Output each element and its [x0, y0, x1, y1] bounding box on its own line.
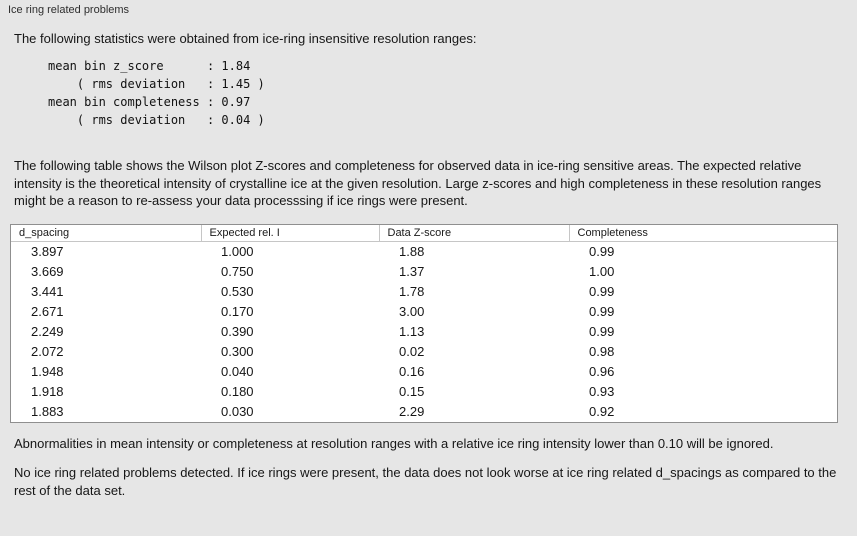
table-cell: 0.99 — [589, 244, 615, 260]
table-intro-text: The following table shows the Wilson plo… — [14, 158, 822, 208]
table-cell: 0.750 — [221, 264, 254, 279]
table-cell: 3.897 — [31, 244, 64, 260]
table-row[interactable]: 2.072 0.300 0.02 0.98 — [11, 342, 837, 362]
table-header-row: d_spacing Expected rel. I Data Z-score C… — [11, 224, 837, 242]
table-cell: 2.29 — [399, 404, 425, 419]
table-cell: 0.92 — [589, 404, 615, 419]
table-row[interactable]: 1.948 0.040 0.16 0.96 — [11, 362, 837, 382]
table-cell: 2.671 — [31, 304, 64, 319]
table-row[interactable]: 3.441 0.530 1.78 0.99 — [11, 282, 837, 302]
conclusion-text: No ice ring related problems detected. I… — [14, 465, 837, 498]
table-cell: 0.99 — [589, 324, 615, 339]
table-cell: 1.918 — [31, 384, 64, 399]
table-row[interactable]: 2.249 0.390 1.13 0.99 — [11, 322, 837, 342]
stat-line: ( rms deviation : 0.04 ) — [48, 113, 265, 127]
stat-line: mean bin completeness : 0.97 — [48, 95, 251, 109]
table-cell: 3.441 — [31, 284, 64, 299]
table-cell: 0.170 — [221, 304, 254, 319]
stat-line: mean bin z_score : 1.84 — [48, 59, 251, 73]
table-cell: 0.300 — [221, 344, 254, 359]
stats-block: mean bin z_score : 1.84 ( rms deviation … — [48, 57, 843, 129]
panel-content: The following statistics were obtained f… — [0, 31, 857, 499]
table-cell: 0.99 — [589, 304, 615, 319]
table-cell: 0.030 — [221, 404, 254, 419]
abnormalities-note: Abnormalities in mean intensity or compl… — [14, 435, 774, 451]
table-cell: 2.249 — [31, 324, 64, 339]
table-cell: 0.99 — [589, 284, 615, 299]
table-cell: 0.98 — [589, 344, 615, 359]
column-header-data-z-score[interactable]: Data Z-score — [379, 224, 570, 242]
ice-ring-table: d_spacing Expected rel. I Data Z-score C… — [10, 223, 838, 423]
table-row[interactable]: 1.883 0.030 2.29 0.92 — [11, 402, 837, 422]
stat-line: ( rms deviation : 1.45 ) — [48, 77, 265, 91]
table-cell: 1.13 — [399, 324, 425, 339]
table-cell: 0.16 — [399, 364, 425, 379]
table-cell: 0.02 — [399, 344, 425, 359]
column-header-d-spacing[interactable]: d_spacing — [11, 224, 202, 242]
column-header-completeness[interactable]: Completeness — [569, 224, 837, 242]
table-cell: 0.93 — [589, 384, 615, 399]
intro-text: The following statistics were obtained f… — [14, 31, 477, 46]
table-row[interactable]: 2.671 0.170 3.00 0.99 — [11, 302, 837, 322]
table-cell: 1.00 — [589, 264, 615, 279]
table-cell: 0.530 — [221, 284, 254, 299]
table-cell: 1.883 — [31, 404, 64, 419]
table-cell: 1.000 — [221, 244, 254, 260]
table-cell: 1.88 — [399, 244, 425, 260]
table-cell: 3.00 — [399, 304, 425, 319]
column-header-expected-rel-i[interactable]: Expected rel. I — [201, 224, 380, 242]
table-row[interactable]: 3.897 1.000 1.88 0.99 — [11, 242, 837, 262]
table-cell: 0.96 — [589, 364, 615, 379]
table-row[interactable]: 3.669 0.750 1.37 1.00 — [11, 262, 837, 282]
table-cell: 1.37 — [399, 264, 425, 279]
panel-title: Ice ring related problems — [8, 4, 130, 16]
table-row[interactable]: 1.918 0.180 0.15 0.93 — [11, 382, 837, 402]
table-cell: 1.78 — [399, 284, 425, 299]
table-cell: 2.072 — [31, 344, 64, 359]
table-cell: 0.390 — [221, 324, 254, 339]
table-cell: 0.15 — [399, 384, 425, 399]
table-cell: 0.180 — [221, 384, 254, 399]
table-cell: 3.669 — [31, 264, 64, 279]
table-cell: 1.948 — [31, 364, 64, 379]
table-cell: 0.040 — [221, 364, 254, 379]
